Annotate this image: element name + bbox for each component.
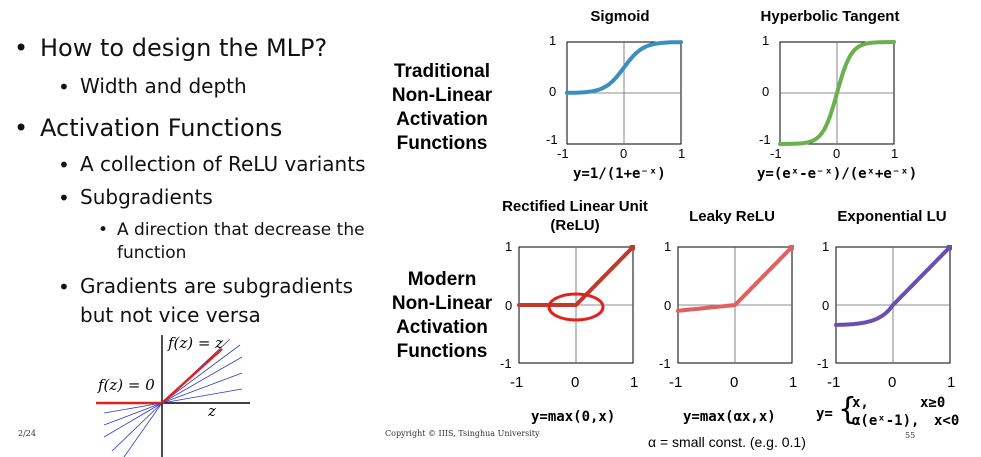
page-number: 2/24	[18, 429, 36, 438]
subgradient-line	[161, 372, 243, 404]
tick-x-elu-1: 1	[947, 374, 956, 391]
title-relu-line1: Rectified Linear Unit	[502, 198, 648, 215]
tick-x-tanh-neg1: -1	[770, 146, 782, 161]
title-leaky-relu: Leaky ReLU	[689, 208, 775, 225]
bullet-dot: •	[58, 275, 70, 299]
tick-x-sigmoid-neg1: -1	[557, 146, 569, 161]
eq-elu-cond2: x<0	[934, 413, 960, 429]
tick-x-sigmoid-0: 0	[620, 146, 628, 161]
bullet-dot: •	[14, 114, 29, 142]
sigmoid-plot	[565, 40, 683, 145]
bullet-activation-functions: Activation Functions	[40, 114, 283, 142]
eq-elu-cond1: x≥0	[920, 395, 946, 411]
bullet-dot: •	[98, 220, 109, 240]
subgradient-line	[161, 388, 243, 404]
bullet-dot: •	[58, 75, 70, 99]
tick-y-elu-0: 0	[822, 298, 830, 313]
tanh-plot	[778, 40, 896, 146]
tick-y-sigmoid-0: 0	[549, 84, 557, 99]
bullet-dot: •	[14, 34, 29, 62]
tick-x-leaky-0: 0	[730, 374, 739, 391]
relu-identity-branch	[161, 348, 223, 404]
copyright: Copyright © IIIS, Tsinghua University	[385, 429, 540, 438]
relu-plot	[517, 245, 635, 364]
eq-tanh: y=(eˣ-e⁻ˣ)/(eˣ+e⁻ˣ)	[757, 166, 918, 182]
subgradient-line	[161, 344, 241, 404]
slide-number: 55	[905, 431, 916, 440]
tick-x-sigmoid-1: 1	[678, 146, 686, 161]
series-line	[834, 245, 952, 327]
eq-elu-case1: x,	[852, 395, 869, 411]
series-endpoint	[788, 245, 794, 251]
tick-x-elu-0: 0	[888, 374, 897, 391]
tick-y-relu-neg1: -1	[500, 356, 512, 371]
bullet-mlp-design: How to design the MLP?	[40, 34, 328, 62]
series-line	[565, 40, 683, 95]
label-fz-eq-0: f(z) = 0	[98, 376, 155, 394]
bullet-gradients-line1: Gradients are subgradients	[80, 274, 353, 298]
tick-y-relu-1: 1	[505, 239, 513, 254]
tick-y-tanh-1: 1	[762, 33, 770, 48]
tick-x-tanh-0: 0	[833, 146, 841, 161]
bullet-dot: •	[58, 186, 70, 210]
tick-x-relu-neg1: -1	[510, 374, 524, 391]
tick-x-leaky-1: 1	[789, 374, 798, 391]
title-elu: Exponential LU	[837, 208, 947, 225]
eq-relu: y=max(0,x)	[531, 409, 616, 425]
subgradient-line	[103, 402, 163, 414]
tick-y-elu-1: 1	[822, 239, 830, 254]
alpha-note: α = small const. (e.g. 0.1)	[648, 434, 806, 450]
tick-y-elu-neg1: -1	[817, 356, 829, 371]
tick-y-leaky-1: 1	[664, 239, 672, 254]
series-line	[778, 40, 896, 146]
subgradient-line	[103, 402, 163, 426]
series-line	[517, 245, 635, 307]
tick-x-relu-1: 1	[630, 374, 639, 391]
bullet-direction-line2: function	[117, 243, 187, 263]
label-fz-eq-z: f(z) = z	[168, 334, 224, 352]
title-relu-line2: (ReLU)	[550, 217, 600, 234]
bullet-dot: •	[58, 153, 70, 177]
kink-highlight-ellipse	[547, 292, 605, 322]
tick-y-leaky-neg1: -1	[659, 356, 671, 371]
tick-y-tanh-0: 0	[762, 84, 770, 99]
bullet-width-depth: Width and depth	[80, 74, 247, 98]
subgradient-figure	[96, 335, 250, 457]
tick-y-sigmoid-neg1: -1	[546, 132, 558, 147]
title-tanh: Hyperbolic Tangent	[760, 8, 900, 25]
eq-elu-prefix: y=	[816, 406, 833, 422]
title-sigmoid: Sigmoid	[590, 8, 650, 25]
eq-elu-case2: α(eˣ-1),	[852, 413, 920, 429]
tick-x-relu-0: 0	[571, 374, 580, 391]
subgradient-line	[103, 402, 163, 438]
bullet-relu-variants: A collection of ReLU variants	[80, 152, 366, 176]
tick-y-tanh-neg1: -1	[759, 132, 771, 147]
bullet-gradients-line2: but not vice versa	[80, 303, 261, 327]
bullet-direction-line1: A direction that decrease the	[117, 220, 365, 240]
tick-y-leaky-0: 0	[664, 298, 672, 313]
subgradient-line	[161, 356, 243, 404]
subgradient-line	[123, 402, 163, 457]
bullet-subgradients: Subgradients	[80, 185, 213, 209]
label-z-axis: z	[208, 402, 216, 420]
leaky-relu-plot	[676, 245, 794, 364]
tick-x-leaky-neg1: -1	[669, 374, 683, 391]
group-traditional: Traditional Non-Linear Activation Functi…	[391, 61, 493, 154]
subgradient-line	[111, 402, 163, 452]
elu-plot	[834, 245, 952, 364]
eq-leaky-relu: y=max(αx,x)	[683, 409, 776, 425]
eq-elu-brace: {	[838, 392, 858, 427]
group-modern: Modern Non-Linear Activation Functions	[391, 269, 493, 362]
series-endpoint	[946, 245, 952, 251]
tick-x-elu-neg1: -1	[827, 374, 841, 391]
eq-sigmoid: y=1/(1+e⁻ˣ)	[573, 166, 666, 182]
series-endpoint	[629, 245, 635, 251]
tick-y-sigmoid-1: 1	[549, 33, 557, 48]
tick-y-relu-0: 0	[505, 298, 513, 313]
series-line	[676, 245, 794, 313]
tick-x-tanh-1: 1	[891, 146, 899, 161]
